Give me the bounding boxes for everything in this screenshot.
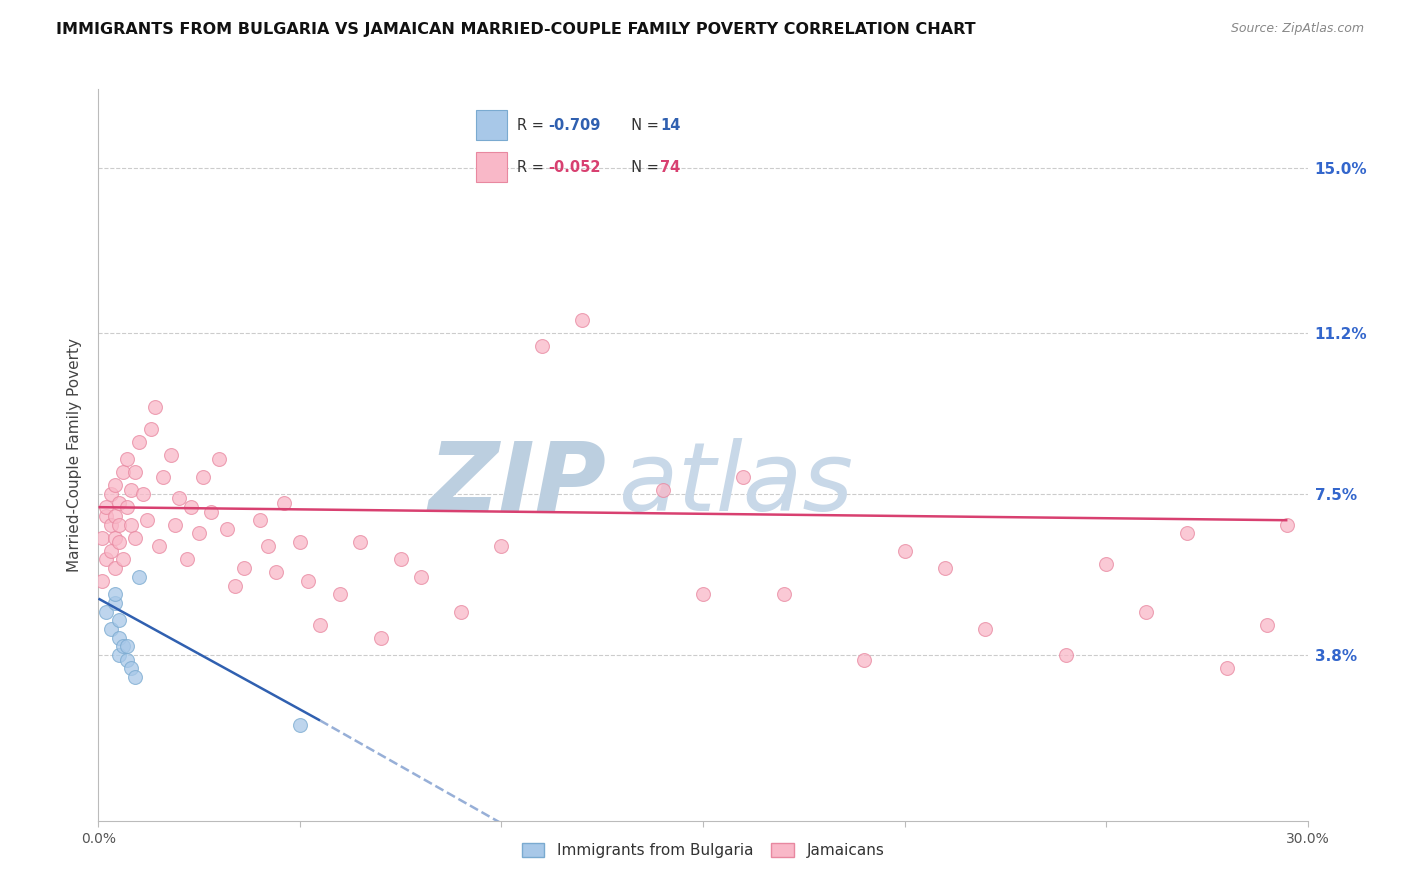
Point [111,466,134,480]
Point [132,487,155,501]
Point [107,631,129,645]
Point [103,531,125,545]
Point [111,640,134,654]
Text: atlas: atlas [619,438,853,531]
Point [208,452,231,467]
Point [120,517,142,532]
Point [256,539,278,553]
Point [100,622,122,636]
Point [1277,517,1299,532]
Point [107,535,129,549]
Point [934,561,956,575]
Point [176,552,198,566]
Point [115,652,138,666]
Text: Source: ZipAtlas.com: Source: ZipAtlas.com [1230,22,1364,36]
Point [1256,617,1278,632]
Point [297,574,319,589]
Point [124,670,146,684]
Text: IMMIGRANTS FROM BULGARIA VS JAMAICAN MARRIED-COUPLE FAMILY POVERTY CORRELATION C: IMMIGRANTS FROM BULGARIA VS JAMAICAN MAR… [56,22,976,37]
Point [115,452,138,467]
Point [148,539,170,553]
Point [450,605,472,619]
Point [115,500,138,515]
Point [1216,661,1239,675]
Point [107,648,129,663]
Point [200,504,222,518]
Point [163,517,186,532]
Point [370,631,392,645]
Point [96,552,118,566]
Text: ZIP: ZIP [429,438,606,531]
Point [273,496,295,510]
Point [264,566,287,580]
Point [160,448,183,462]
Point [389,552,412,566]
Point [224,578,246,592]
Point [135,513,157,527]
Point [288,535,311,549]
Y-axis label: Married-Couple Family Poverty: Married-Couple Family Poverty [67,338,83,572]
Point [115,640,138,654]
Point [96,500,118,515]
Point [100,543,122,558]
Point [139,422,162,436]
Point [124,466,146,480]
Point [143,400,166,414]
Point [107,613,129,627]
Point [1054,648,1077,663]
Point [733,469,755,483]
Point [107,496,129,510]
Point [180,500,202,515]
Point [128,570,150,584]
Point [893,543,915,558]
Point [96,605,118,619]
Point [974,622,997,636]
Point [692,587,714,601]
Point [288,718,311,732]
Point [491,539,513,553]
Point [167,491,190,506]
Point [853,652,876,666]
Point [1175,526,1198,541]
Point [100,487,122,501]
Point [124,531,146,545]
Point [249,513,271,527]
Point [349,535,371,549]
Point [100,517,122,532]
Point [111,552,134,566]
Point [1095,557,1118,571]
Point [309,617,332,632]
Point [193,469,215,483]
Point [409,570,432,584]
Point [103,508,125,523]
Point [530,339,553,353]
Point [152,469,174,483]
Point [120,483,142,497]
Point [120,661,142,675]
Point [103,561,125,575]
Point [96,508,118,523]
Point [571,313,593,327]
Point [103,478,125,492]
Point [217,522,239,536]
Point [103,587,125,601]
Point [188,526,211,541]
Point [107,517,129,532]
Point [91,531,114,545]
Point [1135,605,1157,619]
Legend: Immigrants from Bulgaria, Jamaicans: Immigrants from Bulgaria, Jamaicans [516,837,890,864]
Point [232,561,254,575]
Point [128,434,150,449]
Point [329,587,352,601]
Point [103,596,125,610]
Point [651,483,673,497]
Point [772,587,794,601]
Point [91,574,114,589]
